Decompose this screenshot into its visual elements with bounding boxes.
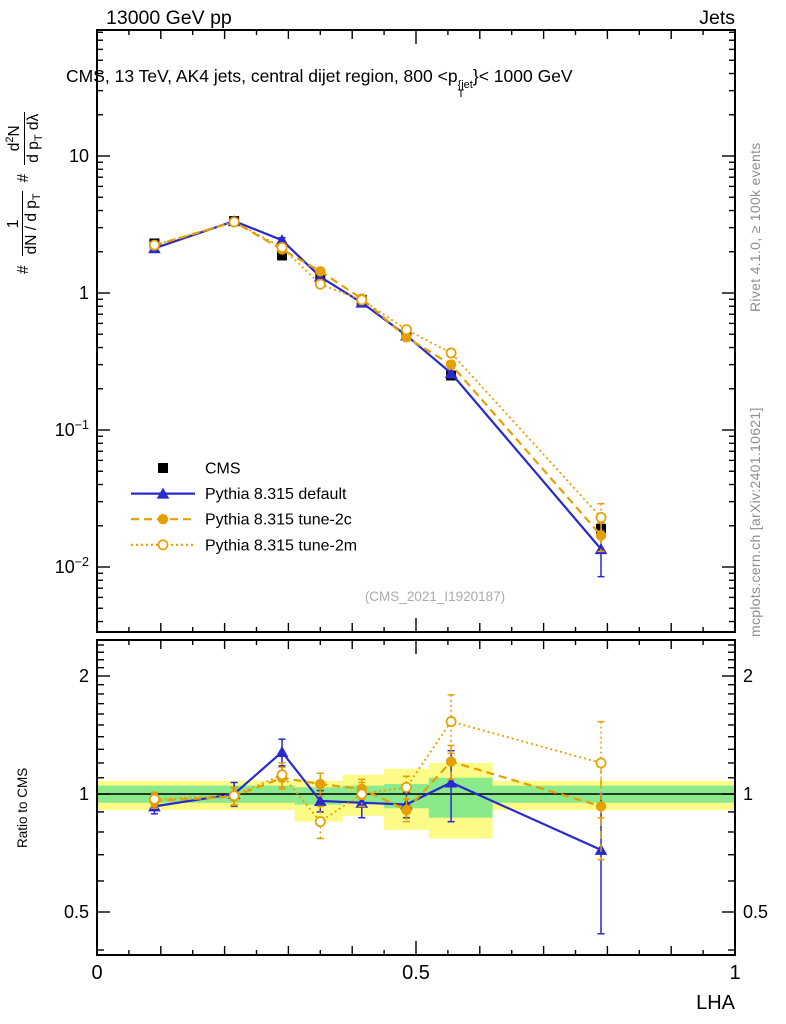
x-axis-label: LHA [696,992,735,1014]
data-marker-circle-filled [445,756,457,767]
data-marker-circle-filled [401,332,412,343]
data-marker-triangle [275,745,289,757]
mcplots-arxiv-note: mcplots.cern.ch [arXiv:2401.10621] [747,407,763,637]
ratio-uncertainty-bands [97,762,735,839]
main-y-tick-label: 10−2 [55,555,89,577]
data-marker-circle-open [276,242,288,253]
legend-entry-label: Pythia 8.315 tune-2c [205,512,352,529]
ratio-y-tick-label-left: 0.5 [64,902,89,922]
data-marker-circle-filled [401,804,412,816]
x-tick-label: 0 [91,962,102,984]
ratio-y-tick-label-right: 1 [743,784,753,804]
data-marker-triangle [156,487,170,499]
data-marker-circle-open [445,347,457,359]
plot-title: CMS, 13 TeV, AK4 jets, central dijet reg… [66,66,573,101]
main-y-axis-label: # 1 dN / d pT # d2N d pT dλ [4,111,166,315]
ratio-y-tick-label-left: 1 [79,784,89,804]
data-marker-triangle [314,794,327,806]
rivet-version-note: Rivet 4.1.0, ≥ 100k events [747,142,763,312]
data-marker-circle-filled [157,514,169,525]
hash-symbol: # [15,265,33,274]
ratio-y-axis-label: Ratio to CMS [15,767,30,848]
data-marker-circle-open [148,239,160,251]
data-marker-square [158,463,168,473]
ratio-y-tick-label-right: 2 [743,666,753,686]
x-tick-label: 1 [729,962,740,984]
data-marker-square [277,250,288,261]
main-series-pythia-8-315-tune-2m [148,216,607,537]
data-marker-circle-filled [595,801,607,812]
series-line [154,220,602,537]
data-marker-triangle [355,796,369,808]
tick-labels: 10 1 10−1 10−2 2 2 1 1 0.5 0.5 0 0.5 1 [55,146,768,984]
main-y-tick-label: 10−1 [55,418,89,440]
series-line [154,220,602,519]
analysis-id-watermark: (CMS_2021_I1920187) [364,589,506,604]
data-marker-circle-filled [315,778,326,790]
fraction-1: 1 dN / d pT [5,191,44,257]
series-line [154,219,602,550]
ratio-series-pythia-8-315-default [148,738,608,935]
data-marker-circle-open [314,816,326,828]
fraction-2: d2N d pT dλ [4,111,45,165]
main-y-tick-label: 10 [69,146,89,166]
data-marker-triangle [275,234,289,246]
data-marker-triangle [444,367,458,379]
analysis-group-label: Jets [699,7,735,29]
data-marker-circle-open [276,769,288,781]
main-y-tick-label: 1 [79,283,89,303]
data-marker-circle-open [356,788,368,800]
axis-ticks [96,30,736,955]
series-line [154,750,602,851]
data-marker-circle-filled [315,266,326,277]
main-panel-border [96,29,736,633]
data-marker-circle-open [228,216,240,228]
data-marker-circle-open [148,793,160,805]
data-marker-triangle [444,776,458,788]
data-marker-circle-open [356,294,368,306]
data-marker-circle-open [445,716,457,728]
green-band-segment [428,777,493,818]
series-line [154,760,602,812]
data-marker-circle-open [314,278,326,290]
legend-entry-label: Pythia 8.315 default [205,486,347,503]
x-tick-label: 0.5 [402,962,430,984]
legend: CMS Pythia 8.315 default Pythia 8.315 tune… [131,461,357,554]
data-marker-circle-open [595,511,607,523]
data-marker-circle-open [228,790,240,802]
beam-energy-label: 13000 GeV pp [106,7,232,29]
ratio-panel-border [96,639,736,956]
ratio-y-tick-label-left: 2 [79,666,89,686]
data-marker-circle-open [157,539,169,551]
data-marker-circle-open [400,781,412,793]
legend-entry-label: Pythia 8.315 tune-2m [205,537,357,554]
ratio-series-pythia-8-315-tune-2m [148,694,607,840]
data-marker-circle-open [400,324,412,336]
data-marker-circle-filled [445,359,457,370]
data-marker-circle-open [595,757,607,769]
legend-entry-label: CMS [205,461,241,478]
ratio-y-tick-label-right: 0.5 [743,902,768,922]
hash-symbol: # [15,173,33,183]
